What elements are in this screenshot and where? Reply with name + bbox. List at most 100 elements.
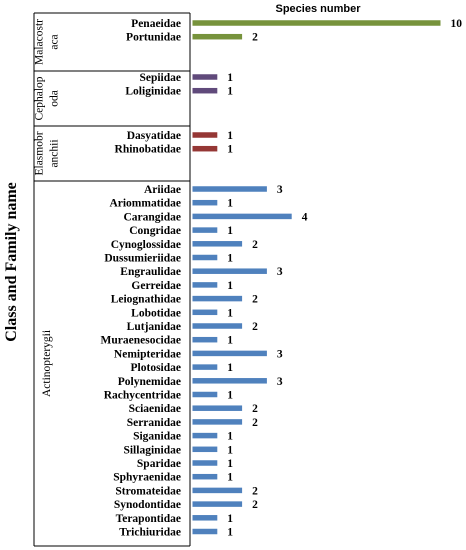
data-label: 2 [252, 32, 258, 44]
category-label: Cynoglossidae [111, 239, 181, 251]
data-label: 1 [227, 431, 233, 443]
class-label-line: aca [49, 34, 61, 49]
bar [192, 460, 218, 466]
bar [192, 227, 218, 233]
data-label: 3 [277, 266, 283, 278]
category-label: Gerreidae [131, 280, 181, 292]
bar [192, 199, 218, 206]
bar-row-loliginidae: Loliginidae 1 [125, 86, 233, 98]
category-label: Terapontidae [116, 513, 181, 525]
data-label: 2 [252, 485, 258, 497]
data-label: 1 [227, 335, 233, 347]
category-label: Sphyraenidae [113, 472, 181, 484]
data-label: 1 [227, 458, 233, 470]
data-label: 3 [277, 184, 283, 196]
bar-row-sphyraenidae: Sphyraenidae 1 [113, 472, 233, 484]
data-label: 1 [227, 72, 233, 84]
category-label: Stromateidae [115, 485, 181, 497]
category-label: Polynemidae [118, 376, 181, 388]
bar [192, 132, 218, 138]
category-label: Dasyatidae [127, 130, 181, 142]
data-label: 1 [227, 225, 233, 237]
category-label: Sepiidae [139, 72, 181, 84]
bar-row-terapontidae: Terapontidae 1 [116, 513, 234, 525]
bar-row-plotosidae: Plotosidae 1 [131, 362, 234, 374]
bar-row-dasyatidae: Dasyatidae 1 [127, 130, 234, 142]
bar-row-sepiidae: Sepiidae 1 [139, 72, 233, 84]
bar-row-stromateidae: Stromateidae 2 [115, 485, 258, 497]
category-label: Lobotidae [131, 307, 181, 319]
category-label: Portunidae [126, 32, 181, 44]
data-label: 2 [252, 417, 258, 429]
bar [192, 309, 218, 316]
y-axis-label: Class and Family name [3, 182, 20, 342]
category-label: Penaeidae [131, 18, 181, 30]
data-label: 3 [277, 376, 283, 388]
bar [192, 473, 218, 480]
bar-row-nemipteridae: Nemipteridae 3 [114, 348, 283, 360]
class-label-line: Actinopterygii [41, 330, 53, 397]
bar [192, 336, 218, 343]
bar [192, 528, 218, 535]
bar-row-synodontidae: Synodontidae 2 [114, 499, 258, 511]
bar-row-siganidae: Siganidae 1 [133, 431, 233, 443]
bar-row-muraenesocidae: Muraenesocidae 1 [101, 335, 234, 347]
bar [192, 364, 218, 370]
category-label: Rachycentridae [104, 390, 181, 402]
bar-row-serranidae: Serranidae 2 [127, 417, 258, 429]
bar-row-sillaginidae: Sillaginidae 1 [123, 444, 233, 456]
data-label: 1 [227, 198, 233, 210]
category-label: Ariidae [144, 184, 181, 196]
bar [192, 254, 218, 261]
category-label: Dussumieriidae [104, 253, 181, 265]
bar-row-sparidae: Sparidae 1 [137, 458, 233, 470]
bar [192, 432, 218, 439]
bar [192, 241, 243, 247]
category-label: Carangidae [124, 211, 182, 223]
category-label: Loliginidae [125, 86, 181, 98]
bar-row-penaeidae: Penaeidae 10 [131, 18, 462, 30]
category-label: Synodontidae [114, 499, 181, 511]
category-label: Sparidae [137, 458, 181, 470]
category-label: Siganidae [133, 431, 181, 443]
category-label: Plotosidae [131, 362, 181, 374]
category-label: Congridae [129, 225, 181, 237]
bar [192, 145, 218, 152]
bar-row-lutjanidae: Lutjanidae 2 [127, 321, 258, 333]
data-label: 1 [227, 362, 233, 374]
class-groups: Malacostr aca Cephalop oda Elasmobr anchii Act… [33, 12, 191, 547]
bar-row-rachycentridae: Rachycentridae 1 [104, 390, 234, 402]
bar-row-congridae: Congridae 1 [129, 225, 233, 237]
category-label: Engraulidae [120, 266, 181, 278]
bar-row-rhinobatidae: Rhinobatidae 1 [115, 144, 234, 156]
chart-title: Species number [276, 3, 362, 15]
data-label: 2 [252, 294, 258, 306]
bar [192, 323, 243, 329]
bar [192, 446, 218, 453]
data-label: 1 [227, 307, 233, 319]
data-label: 1 [227, 280, 233, 292]
data-label: 2 [252, 499, 258, 511]
data-label: 1 [227, 390, 233, 402]
bar [192, 501, 243, 507]
bar [192, 74, 218, 80]
bar-row-portunidae: Portunidae 2 [126, 32, 258, 44]
category-label: Sillaginidae [123, 444, 181, 456]
bar-row-dussumieriidae: Dussumieriidae 1 [104, 253, 233, 265]
bar [192, 268, 267, 274]
category-label: Serranidae [127, 417, 181, 429]
bar [192, 419, 243, 425]
data-label: 3 [277, 348, 283, 360]
data-label: 2 [252, 403, 258, 415]
bar [192, 20, 441, 26]
class-label-line: Malacostr [34, 19, 46, 65]
bar [192, 391, 218, 398]
bar [192, 405, 243, 411]
bar [192, 213, 292, 220]
data-label: 2 [252, 321, 258, 333]
bar-row-sciaenidae: Sciaenidae 2 [129, 403, 258, 415]
data-label: 1 [227, 527, 233, 539]
category-label: Leiognathidae [111, 294, 181, 306]
data-label: 1 [227, 253, 233, 265]
